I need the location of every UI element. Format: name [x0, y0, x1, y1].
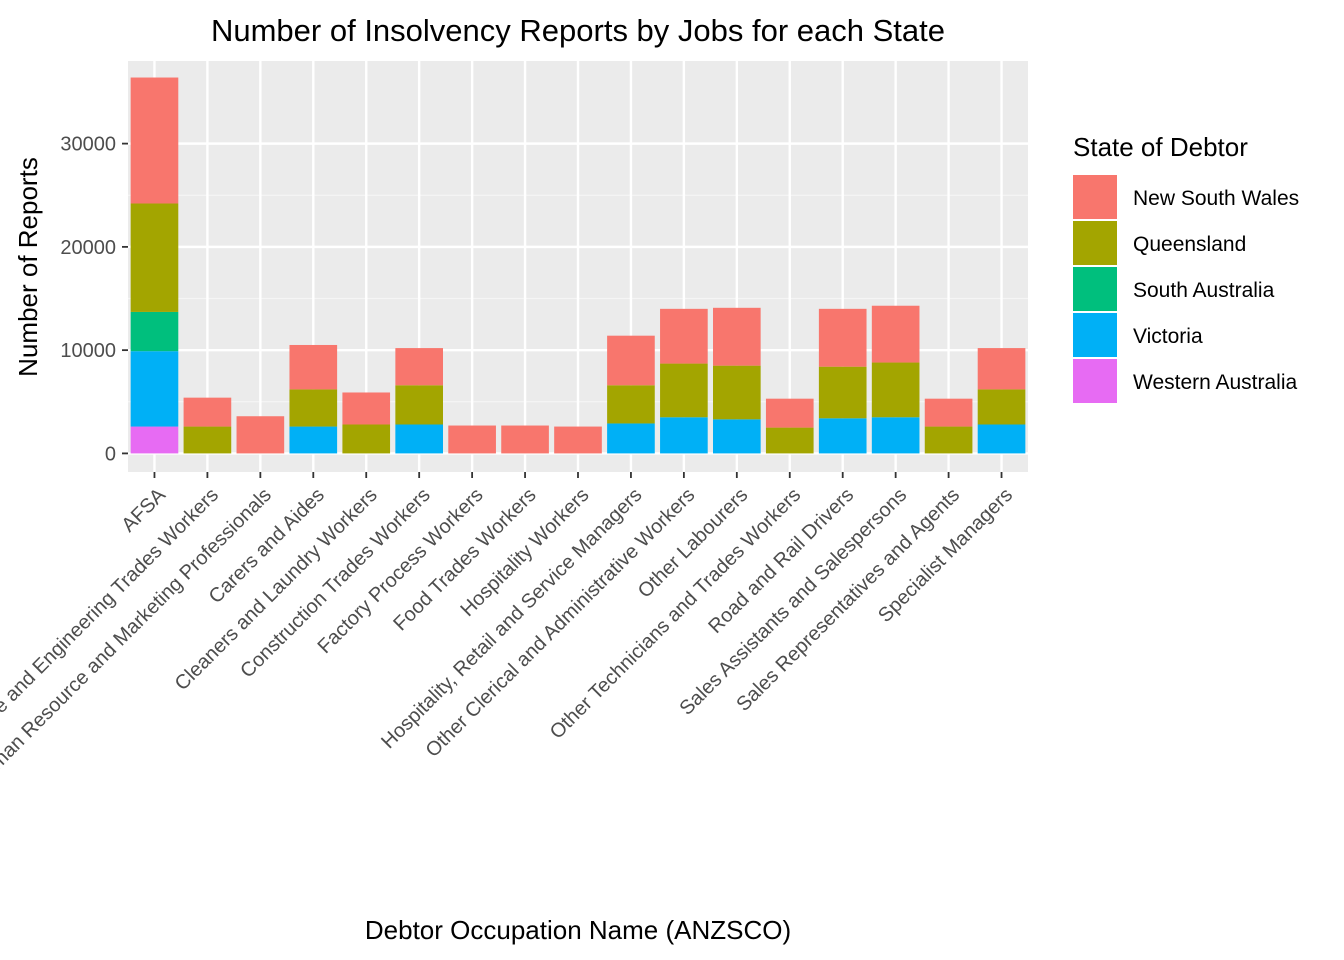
legend: State of Debtor New South Wales Queenslan… — [1073, 132, 1299, 403]
bar-new-south-wales-15 — [924, 398, 973, 427]
bar-new-south-wales-3 — [289, 344, 338, 390]
bar-victoria-3 — [289, 426, 338, 454]
bar-south-australia-0 — [130, 311, 179, 352]
bar-new-south-wales-7 — [501, 425, 549, 454]
bar-new-south-wales-13 — [818, 308, 867, 367]
bar-new-south-wales-16 — [977, 348, 1026, 390]
legend-key-queensland — [1073, 221, 1117, 265]
bar-queensland-10 — [660, 363, 708, 418]
bar-queensland-11 — [713, 365, 761, 420]
bar-queensland-15 — [924, 426, 973, 454]
bar-victoria-11 — [713, 419, 761, 454]
chart-title: Number of Insolvency Reports by Jobs for… — [211, 13, 945, 48]
bar-queensland-13 — [818, 366, 867, 419]
legend-key-victoria — [1073, 313, 1117, 357]
bar-queensland-1 — [183, 426, 232, 454]
bar-queensland-9 — [607, 385, 655, 424]
bar-victoria-14 — [871, 417, 920, 454]
y-tick-label: 10000 — [60, 340, 116, 362]
bar-victoria-13 — [818, 418, 867, 454]
y-tick-label: 30000 — [60, 134, 116, 156]
bar-queensland-3 — [289, 389, 338, 427]
legend-label: Western Australia — [1133, 371, 1298, 394]
x-axis-title: Debtor Occupation Name (ANZSCO) — [365, 915, 791, 945]
legend-title: State of Debtor — [1073, 132, 1248, 162]
y-tick-label: 20000 — [60, 237, 116, 259]
bars — [130, 77, 1026, 454]
bar-new-south-wales-6 — [448, 425, 496, 454]
bar-victoria-5 — [395, 424, 443, 454]
legend-key-new-south-wales — [1073, 175, 1117, 219]
legend-label: South Australia — [1133, 279, 1275, 302]
bar-victoria-0 — [130, 351, 179, 427]
y-tick-label: 0 — [105, 443, 116, 465]
bar-queensland-0 — [130, 203, 179, 312]
bar-queensland-4 — [342, 424, 391, 454]
bar-victoria-9 — [607, 423, 655, 454]
y-axis: 0 10000 20000 30000 — [60, 134, 128, 465]
legend-label: Victoria — [1133, 325, 1203, 348]
bar-queensland-16 — [977, 389, 1026, 425]
bar-new-south-wales-9 — [607, 335, 655, 386]
bar-victoria-16 — [977, 424, 1026, 454]
bar-new-south-wales-10 — [660, 308, 708, 364]
legend-label: New South Wales — [1133, 187, 1299, 210]
bar-victoria-10 — [660, 417, 708, 454]
legend-key-south-australia — [1073, 267, 1117, 311]
legend-label: Queensland — [1133, 233, 1246, 256]
bar-queensland-12 — [765, 427, 814, 454]
y-axis-title: Number of Reports — [13, 157, 43, 377]
bar-new-south-wales-4 — [342, 392, 391, 425]
bar-new-south-wales-14 — [871, 305, 920, 363]
bar-new-south-wales-8 — [554, 426, 602, 454]
bar-queensland-14 — [871, 362, 920, 418]
bar-new-south-wales-2 — [236, 416, 285, 454]
bar-queensland-5 — [395, 385, 443, 425]
bar-new-south-wales-12 — [765, 398, 814, 428]
bar-new-south-wales-1 — [183, 397, 232, 427]
bar-western-australia-0 — [130, 426, 179, 454]
legend-key-western-australia — [1073, 359, 1117, 403]
bar-new-south-wales-5 — [395, 348, 443, 386]
bar-new-south-wales-11 — [713, 307, 761, 366]
bar-new-south-wales-0 — [130, 77, 179, 204]
